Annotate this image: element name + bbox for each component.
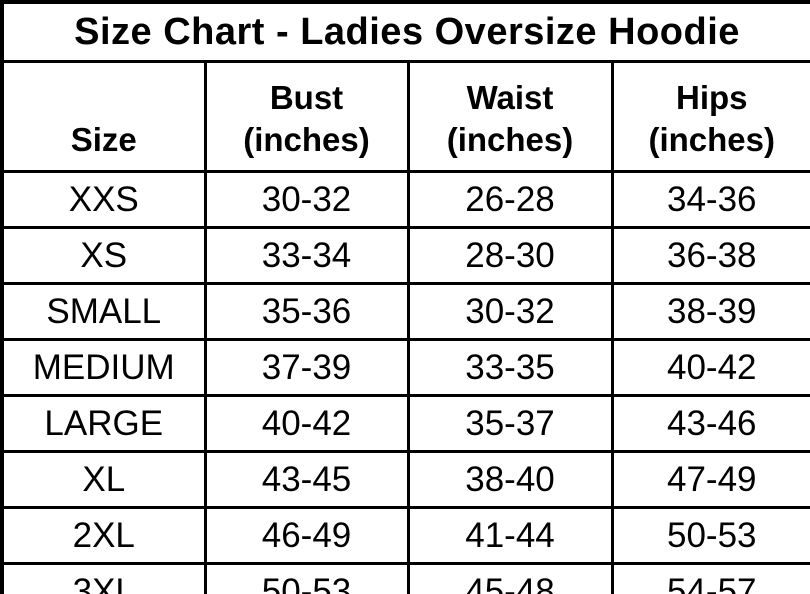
column-header-waist: Waist (inches) [406,60,614,173]
cell-waist: 41-44 [406,506,614,565]
title-row: Size Chart - Ladies Oversize Hoodie [0,0,810,63]
column-header-hips-unit: (inches) [648,120,776,158]
cell-bust: 43-45 [203,450,410,509]
cell-hips: 38-39 [610,282,810,341]
cell-waist: 33-35 [406,338,614,397]
cell-size: MEDIUM [0,338,207,397]
header-row: Size Bust (inches) Waist (inches) Hips (… [0,60,810,173]
cell-bust: 46-49 [203,506,410,565]
cell-bust: 30-32 [203,170,410,229]
column-header-bust-unit: (inches) [243,120,370,158]
cell-hips: 40-42 [610,338,810,397]
cell-size: LARGE [0,394,207,453]
cell-size: XL [0,450,207,509]
cell-hips: 34-36 [610,170,810,229]
chart-title: Size Chart - Ladies Oversize Hoodie [0,0,810,63]
table-row-3xl: 3XL 50-53 45-48 54-57 [0,562,810,594]
cell-size: 3XL [0,562,207,594]
cell-waist: 26-28 [406,170,614,229]
cell-hips: 47-49 [610,450,810,509]
table-row-small: SMALL 35-36 30-32 38-39 [0,282,810,341]
cell-waist: 38-40 [406,450,614,509]
cell-waist: 35-37 [406,394,614,453]
cell-hips: 43-46 [610,394,810,453]
cell-size: 2XL [0,506,207,565]
cell-bust: 33-34 [203,226,410,285]
cell-hips: 50-53 [610,506,810,565]
cell-size: SMALL [0,282,207,341]
cell-hips: 36-38 [610,226,810,285]
cell-bust: 40-42 [203,394,410,453]
table-row-large: LARGE 40-42 35-37 43-46 [0,394,810,453]
column-header-hips: Hips (inches) [610,60,810,173]
cell-bust: 37-39 [203,338,410,397]
table-row-medium: MEDIUM 37-39 33-35 40-42 [0,338,810,397]
table-row-2xl: 2XL 46-49 41-44 50-53 [0,506,810,565]
column-header-waist-unit: (inches) [446,120,574,158]
cell-waist: 45-48 [406,562,614,594]
cell-waist: 28-30 [406,226,614,285]
cell-size: XS [0,226,207,285]
cell-bust: 35-36 [203,282,410,341]
cell-waist: 30-32 [406,282,614,341]
column-header-hips-label: Hips [675,78,748,116]
table-row-xxs: XXS 30-32 26-28 34-36 [0,170,810,229]
column-header-size-label: Size [70,120,137,158]
table-row-xl: XL 43-45 38-40 47-49 [0,450,810,509]
cell-size: XXS [0,170,207,229]
cell-hips: 54-57 [610,562,810,594]
column-header-waist-label: Waist [466,78,554,116]
column-header-bust: Bust (inches) [203,60,410,173]
column-header-bust-label: Bust [269,78,344,116]
table-row-xs: XS 33-34 28-30 36-38 [0,226,810,285]
cell-bust: 50-53 [203,562,410,594]
column-header-size: Size [0,60,207,173]
